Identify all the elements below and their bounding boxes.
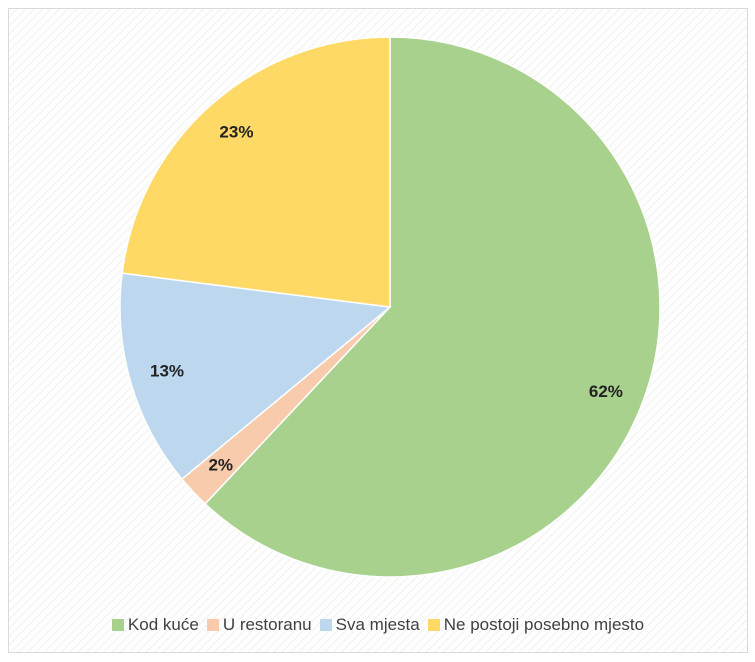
legend-swatch xyxy=(427,619,440,631)
legend-item: Sva mjesta xyxy=(319,615,420,635)
legend-item: Kod kuće xyxy=(111,615,199,635)
legend-item: U restoranu xyxy=(206,615,312,635)
legend-label: Ne postoji posebno mjesto xyxy=(443,615,645,634)
legend-item: Ne postoji posebno mjesto xyxy=(427,615,645,635)
legend-swatch xyxy=(206,619,219,631)
legend-label: Kod kuće xyxy=(127,615,199,634)
pie-slice xyxy=(119,272,392,481)
pie: 62% 2% 13% 23% xyxy=(119,36,661,578)
data-label: 62% xyxy=(589,382,623,401)
legend-label: Sva mjesta xyxy=(335,615,420,634)
pie-slice xyxy=(204,36,661,578)
data-label: 2% xyxy=(208,455,233,474)
data-label: 13% xyxy=(150,361,184,380)
legend-swatch xyxy=(111,619,124,631)
data-label: 23% xyxy=(219,122,253,141)
legend-swatch xyxy=(319,619,332,631)
legend: Kod kuće U restoranu Sva mjesta Ne postoji … xyxy=(8,615,748,635)
pie-slice xyxy=(121,36,391,308)
legend-label: U restoranu xyxy=(222,615,312,634)
